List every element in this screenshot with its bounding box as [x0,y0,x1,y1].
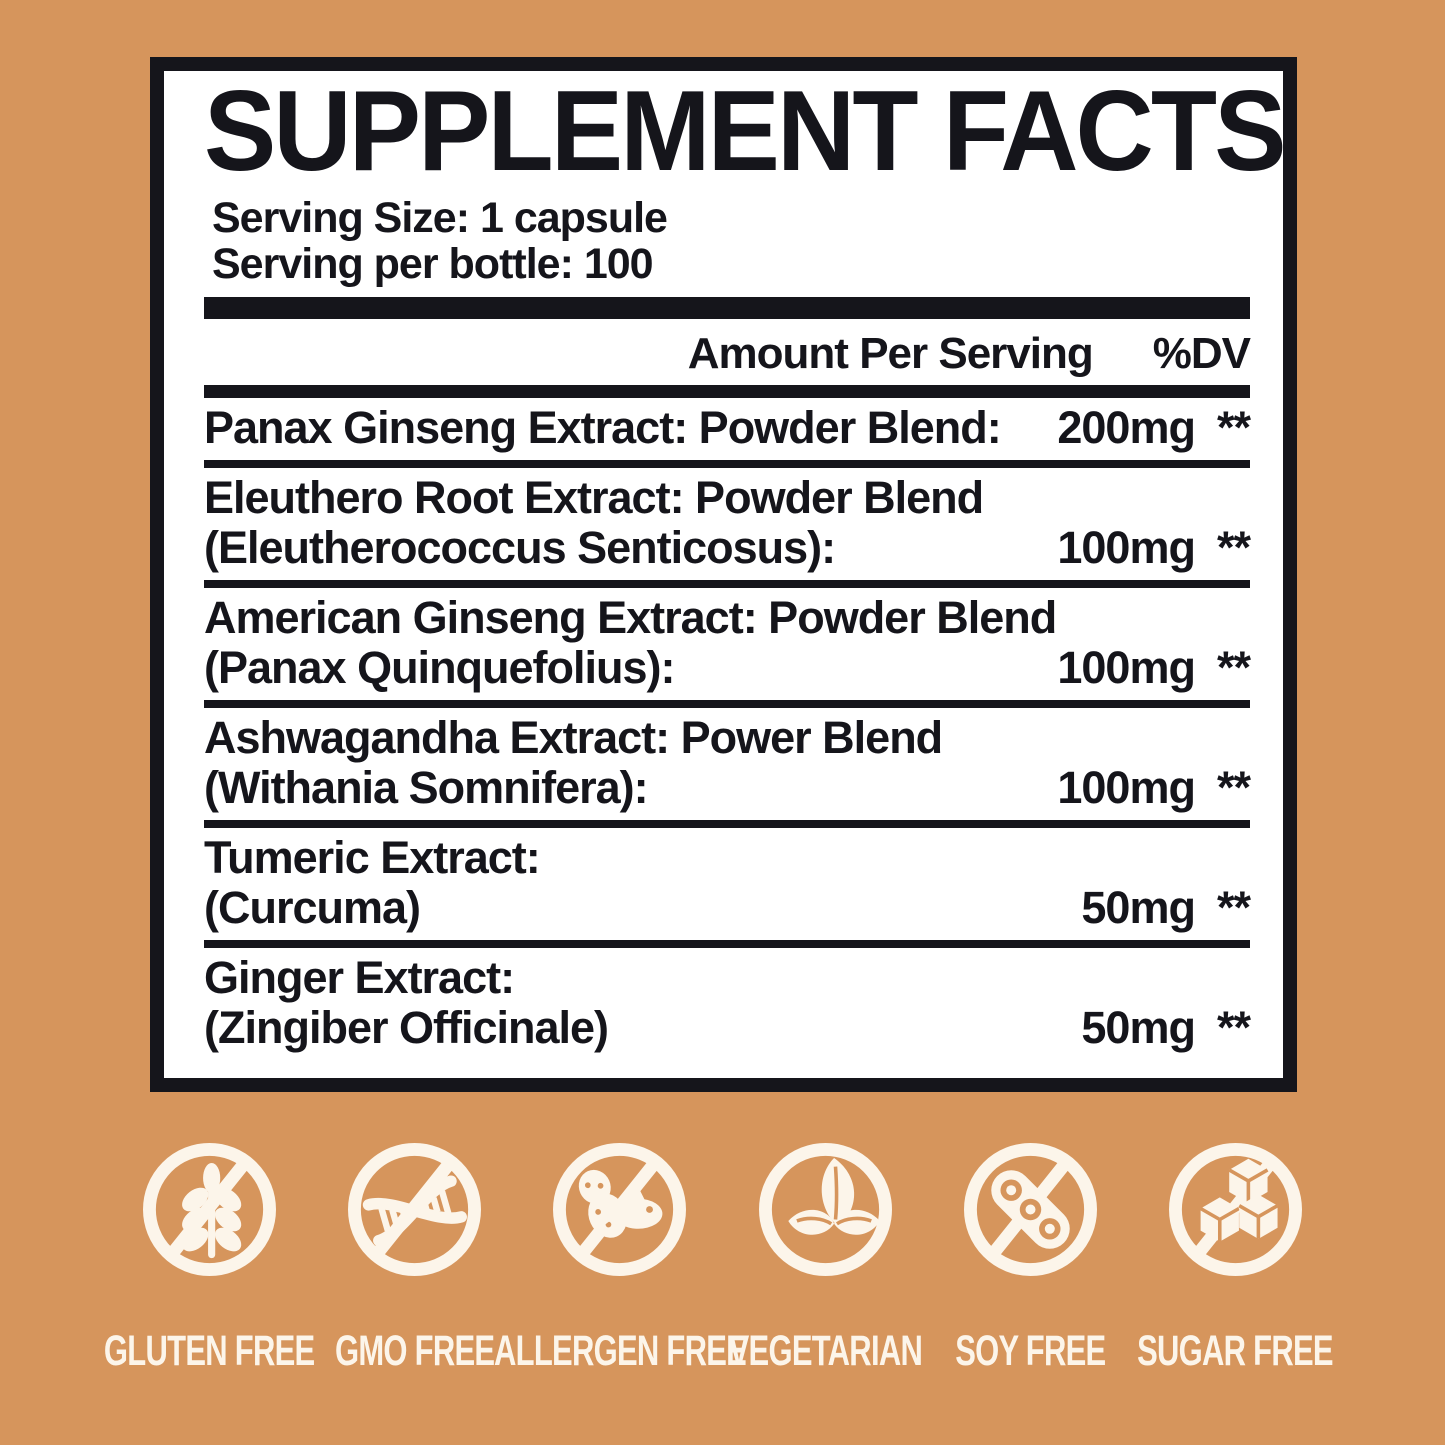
divider-medium [204,385,1250,398]
dv-asterisks: ** [1216,522,1251,573]
ingredient-row: Tumeric Extract: (Curcuma) 50mg ** [204,828,1251,940]
badge-sugar-free: SUGAR FREE [1133,1138,1338,1376]
supplement-facts-panel: SUPPLEMENT FACTS Serving Size: 1 capsule… [150,57,1297,1092]
ingredient-botanical-name: (Eleutherococcus Senticosus): [204,522,836,573]
badge-allergen-free: ALLERGEN FREE [494,1138,747,1376]
row-divider [204,460,1250,468]
ingredient-botanical-name: (Curcuma) [204,882,421,933]
row-divider [204,820,1250,828]
ingredient-row: Ashwagandha Extract: Power Blend (Withan… [204,708,1251,820]
ingredient-amount: 100mg ** [1057,762,1251,813]
badge-soy-free: SOY FREE [928,1138,1133,1376]
dv-asterisks: ** [1216,642,1251,693]
ingredient-botanical-name: (Withania Somnifera): [204,762,649,813]
amount-per-serving-header: Amount Per Serving [687,329,1094,378]
dv-asterisks: ** [1216,402,1251,453]
serving-size: Serving Size: 1 capsule [212,194,668,242]
ingredient-row: American Ginseng Extract: Powder Blend (… [204,588,1251,700]
ingredient-name: American Ginseng Extract: Powder Blend [204,592,1057,643]
badge-label: GLUTEN FREE [104,1327,315,1375]
ingredient-name: Panax Ginseng Extract: Powder Blend: [204,402,1002,453]
serving-info: Serving Size: 1 capsule Serving per bott… [212,195,1250,287]
row-divider [204,580,1250,588]
ingredient-name: Ginger Extract: [204,952,515,1003]
percent-dv-header: %DV [1152,329,1251,378]
ingredient-amount: 50mg ** [1081,882,1251,933]
ingredient-amount: 100mg ** [1057,522,1251,573]
ingredient-botanical-name: (Zingiber Officinale) [204,1002,609,1053]
ingredient-row: Eleuthero Root Extract: Powder Blend (El… [204,468,1251,580]
dv-asterisks: ** [1216,762,1251,813]
dna-crossed-icon [348,1143,482,1276]
ingredient-name: Eleuthero Root Extract: Powder Blend [204,472,984,523]
ingredient-row: Ginger Extract: (Zingiber Officinale) 50… [204,948,1251,1060]
badge-label: GMO FREE [335,1327,495,1375]
badge-label: VEGETARIAN [728,1327,922,1375]
ingredient-amount: 50mg ** [1081,1002,1251,1053]
table-header: Amount Per Serving %DV [204,329,1251,379]
ingredient-amount: 200mg ** [1057,402,1251,453]
badge-gmo-free: GMO FREE [312,1138,517,1376]
ingredient-botanical-name: (Panax Quinquefolius): [204,642,676,693]
ingredient-row: Panax Ginseng Extract: Powder Blend: 200… [204,398,1251,460]
dv-asterisks: ** [1216,1002,1251,1053]
panel-title: SUPPLEMENT FACTS [204,68,1286,195]
leaves-icon [758,1143,892,1276]
servings-per-bottle: Serving per bottle: 100 [212,240,654,288]
sugar-cubes-crossed-icon [1168,1143,1302,1276]
badge-label: ALLERGEN FREE [493,1327,747,1375]
divider-thick [204,297,1250,319]
soy-pod-crossed-icon [963,1143,1097,1276]
badge-label: SOY FREE [955,1327,1106,1375]
peanut-fish-crossed-icon [553,1143,687,1276]
wheat-crossed-icon [143,1143,276,1276]
ingredient-name: Tumeric Extract: [204,832,541,883]
row-divider [204,700,1250,708]
badge-row: GLUTEN FREE [104,1138,1338,1376]
badge-gluten-free: GLUTEN FREE [104,1138,315,1376]
dv-asterisks: ** [1216,882,1251,933]
badge-label: SUGAR FREE [1137,1327,1335,1375]
row-divider [204,940,1250,948]
ingredient-amount: 100mg ** [1057,642,1251,693]
badge-vegetarian: VEGETARIAN [723,1138,928,1376]
ingredient-name: Ashwagandha Extract: Power Blend [204,712,943,763]
